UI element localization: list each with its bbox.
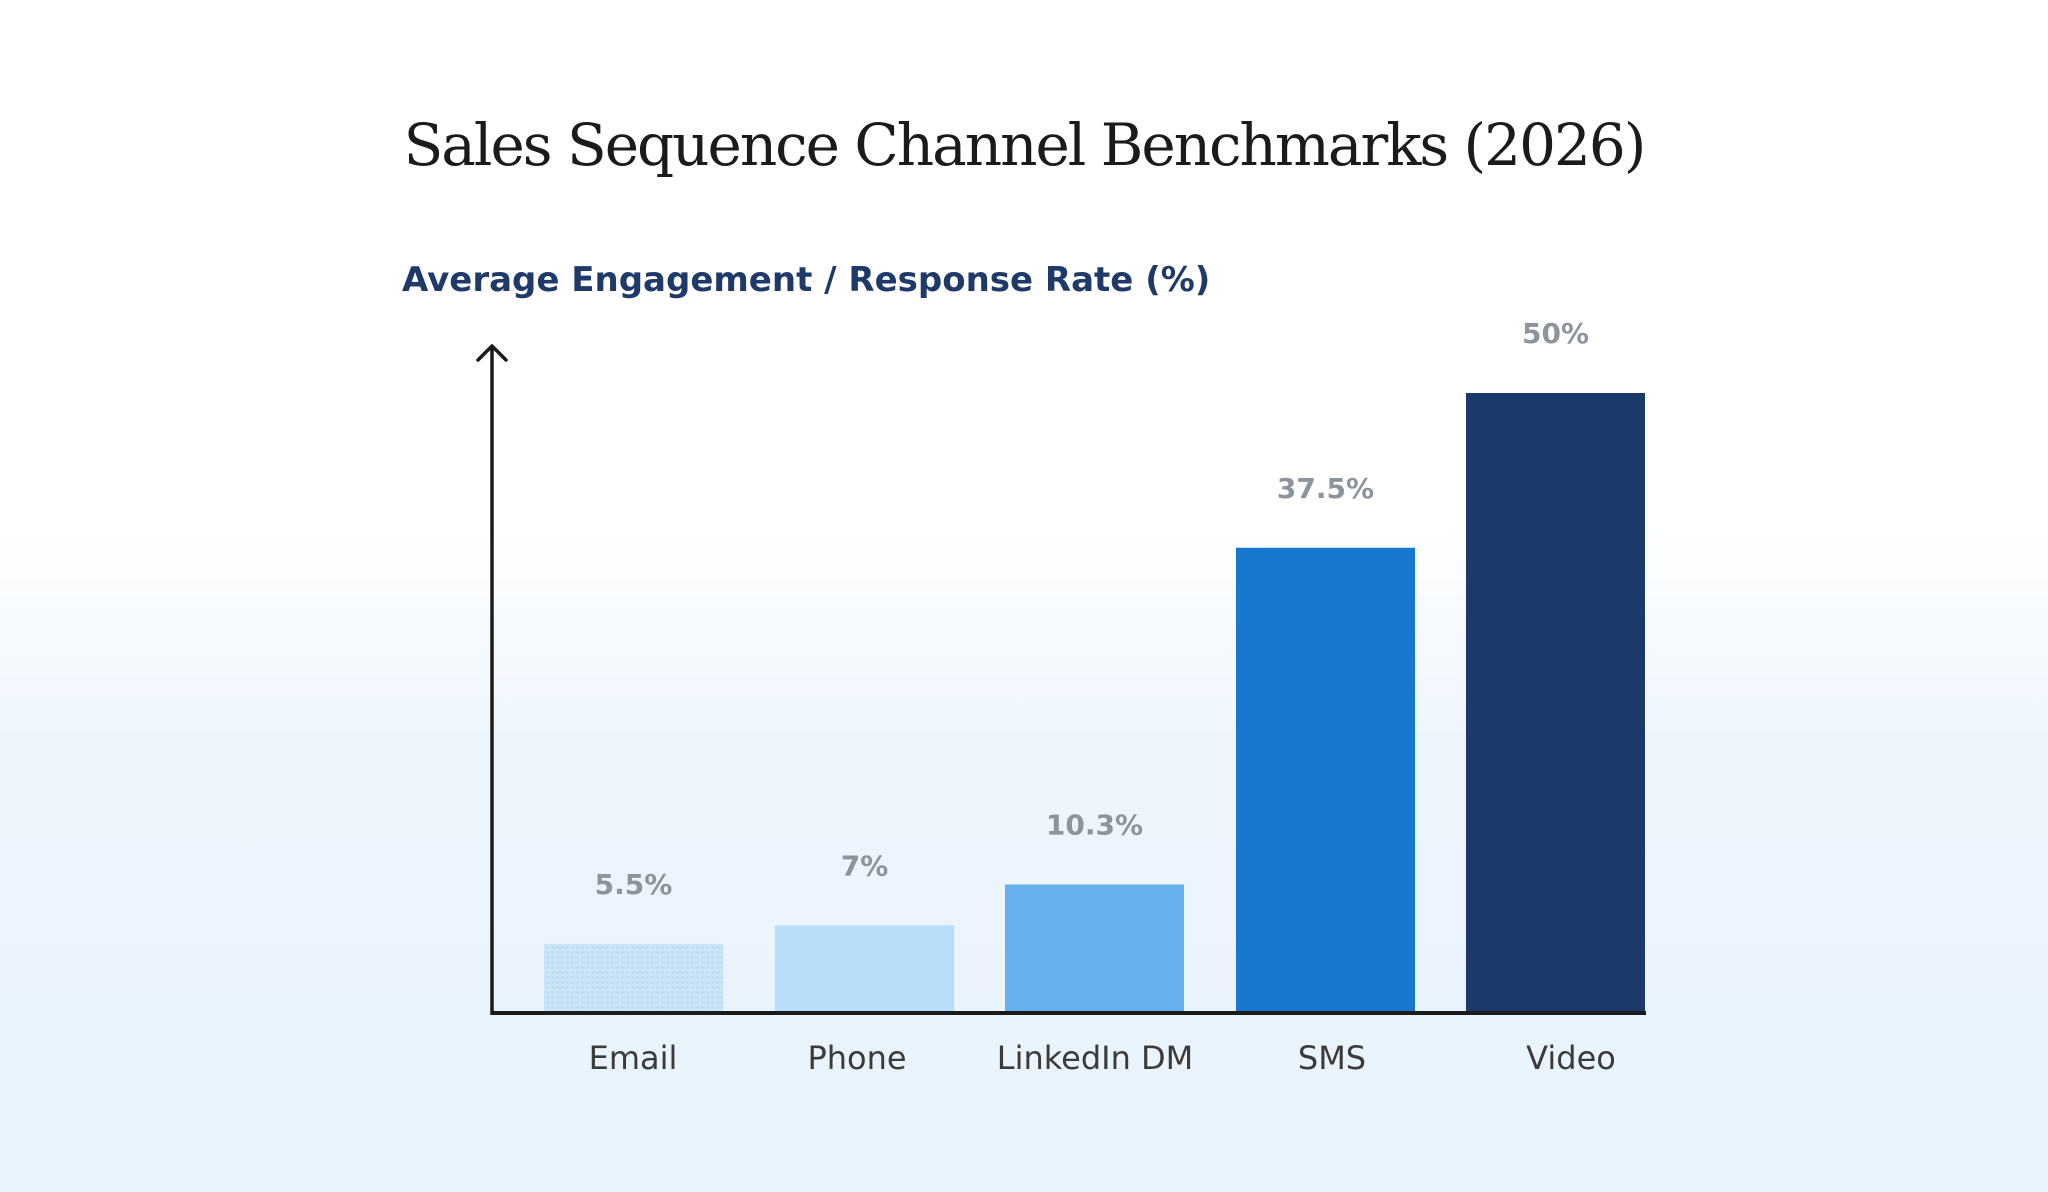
y-axis-arrow-icon [476,344,508,362]
category-label-email: Email [589,1039,678,1077]
value-label-sms: 37.5% [1277,472,1374,505]
bar-email [544,943,723,1012]
category-label-phone: Phone [807,1039,906,1077]
y-axis-title: Average Engagement / Response Rate (%) [402,260,1211,300]
category-label-linkedin-dm: LinkedIn DM [997,1039,1194,1077]
value-label-email: 5.5% [595,868,673,901]
bar-linkedin-dm [1005,884,1184,1012]
category-label-sms: SMS [1298,1039,1366,1077]
value-label-linkedin-dm: 10.3% [1046,808,1143,841]
bar-phone [775,925,954,1012]
bar-sms [1236,547,1415,1012]
value-labels-layer: 5.5% 7% 10.3% 37.5% 50% [595,317,1589,901]
bars-layer [544,393,1645,1012]
category-label-video: Video [1526,1039,1616,1077]
bar-video [1466,393,1645,1012]
value-label-phone: 7% [841,849,889,882]
category-labels-layer: Email Phone LinkedIn DM SMS Video [589,1039,1616,1077]
value-label-video: 50% [1522,317,1589,350]
chart-title: Sales Sequence Channel Benchmarks (2026) [403,111,1647,179]
